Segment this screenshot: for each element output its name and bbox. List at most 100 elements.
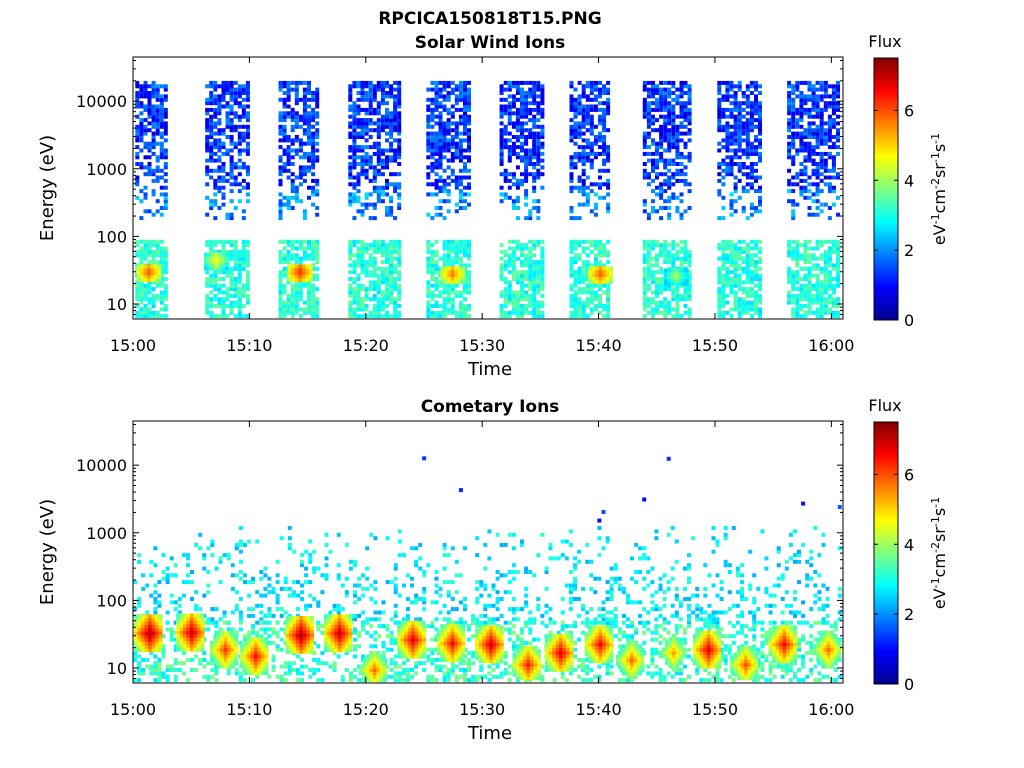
heatmap-cell [376, 107, 381, 112]
heatmap-cell [573, 270, 578, 275]
heatmap-cell [787, 111, 792, 116]
heatmap-cell [725, 97, 730, 102]
heatmap-cell [376, 118, 381, 123]
heatmap-cell [589, 290, 594, 295]
heatmap-cell [221, 168, 226, 173]
heatmap-cell [229, 239, 234, 244]
heatmap-cell [302, 216, 307, 221]
heatmap-cell [642, 246, 647, 251]
heatmap-cell [754, 273, 758, 278]
heatmap-cell [811, 168, 816, 173]
heatmap-cell [440, 276, 445, 281]
heatmap-cell [667, 138, 672, 143]
heatmap-cell [393, 280, 398, 285]
heatmap-cell [434, 172, 439, 177]
heatmap-cell [360, 148, 365, 153]
heatmap-cell [454, 87, 459, 92]
heatmap-cell [606, 145, 611, 150]
heatmap-cell [278, 80, 283, 85]
heatmap-cell [360, 162, 365, 166]
heatmap-cell [729, 87, 734, 92]
heatmap-cell [581, 290, 586, 295]
heatmap-cell [290, 314, 295, 319]
heatmap-cell [202, 556, 207, 561]
heatmap-cell [237, 172, 242, 177]
heatmap-cell [827, 94, 832, 99]
heatmap-cell [675, 87, 680, 92]
heatmap-cell [655, 87, 659, 92]
heatmap-cell [133, 654, 137, 659]
heatmap-cell [540, 314, 545, 319]
heatmap-cell [360, 270, 365, 275]
heatmap-cell [157, 580, 162, 585]
heatmap-cell [675, 141, 680, 146]
heatmap-cell [294, 260, 299, 265]
heatmap-cell [524, 310, 529, 315]
heatmap-cell [819, 162, 824, 166]
heatmap-cell [209, 290, 214, 295]
heatmap-cell [642, 209, 647, 214]
heatmap-cell [795, 124, 800, 129]
heatmap-cell [503, 124, 508, 129]
heatmap-cell [606, 249, 611, 254]
heatmap-cell [352, 145, 357, 150]
heatmap-cell [589, 263, 594, 268]
heatmap-cell [245, 94, 250, 99]
heatmap-cell [348, 277, 353, 281]
heatmap-cell [609, 279, 613, 284]
heatmap-cell [679, 114, 684, 119]
heatmap-cell [209, 94, 214, 99]
heatmap-cell [749, 168, 754, 173]
heatmap-cell [217, 287, 222, 292]
heatmap-cell [663, 304, 668, 308]
heatmap-cell [155, 111, 160, 116]
heatmap-cell [721, 80, 726, 85]
heatmap-cell [581, 287, 586, 292]
heatmap-cell [385, 138, 389, 143]
heatmap-cell [787, 128, 792, 133]
heatmap-cell [811, 256, 816, 261]
heatmap-cell [135, 131, 140, 136]
heatmap-cell [294, 271, 299, 276]
heatmap-cell [589, 124, 594, 129]
heatmap-cell [298, 175, 303, 180]
heatmap-cell [221, 297, 226, 302]
heatmap-cell [811, 107, 816, 112]
heatmap-cell [302, 121, 307, 126]
heatmap-cell [655, 310, 659, 315]
heatmap-cell [663, 246, 668, 251]
colorbar-title: Flux [868, 32, 901, 51]
heatmap-cell [348, 243, 353, 248]
heatmap-cell [298, 172, 303, 177]
heatmap-cell [520, 148, 524, 153]
heatmap-cell [315, 182, 320, 187]
heatmap-cell [540, 101, 545, 106]
heatmap-cell [135, 155, 140, 160]
heatmap-cell [442, 104, 447, 109]
heatmap-cell [721, 287, 726, 292]
heatmap-cell [659, 283, 664, 288]
heatmap-cell [745, 280, 750, 285]
heatmap-cell [499, 141, 504, 146]
heatmap-cell [233, 280, 238, 285]
heatmap-cell [302, 249, 307, 254]
heatmap-cell [811, 151, 816, 156]
heatmap-cell [642, 168, 647, 173]
heatmap-cell [671, 290, 676, 295]
heatmap-cell [754, 293, 758, 298]
heatmap-cell [169, 664, 174, 669]
heatmap-cell [524, 97, 529, 102]
heatmap-cell [717, 114, 722, 119]
heatmap-cell [749, 111, 754, 116]
heatmap-cell [569, 158, 574, 163]
heatmap-cell [393, 151, 398, 156]
heatmap-cell [443, 276, 448, 281]
heatmap-cell [372, 304, 377, 308]
heatmap-cell [787, 243, 792, 248]
heatmap-cell [577, 151, 582, 156]
heatmap-cell [577, 121, 582, 126]
heatmap-cell [687, 114, 692, 119]
heatmap-cell [397, 273, 402, 278]
heatmap-cell [205, 297, 210, 302]
heatmap-cell [307, 151, 311, 156]
